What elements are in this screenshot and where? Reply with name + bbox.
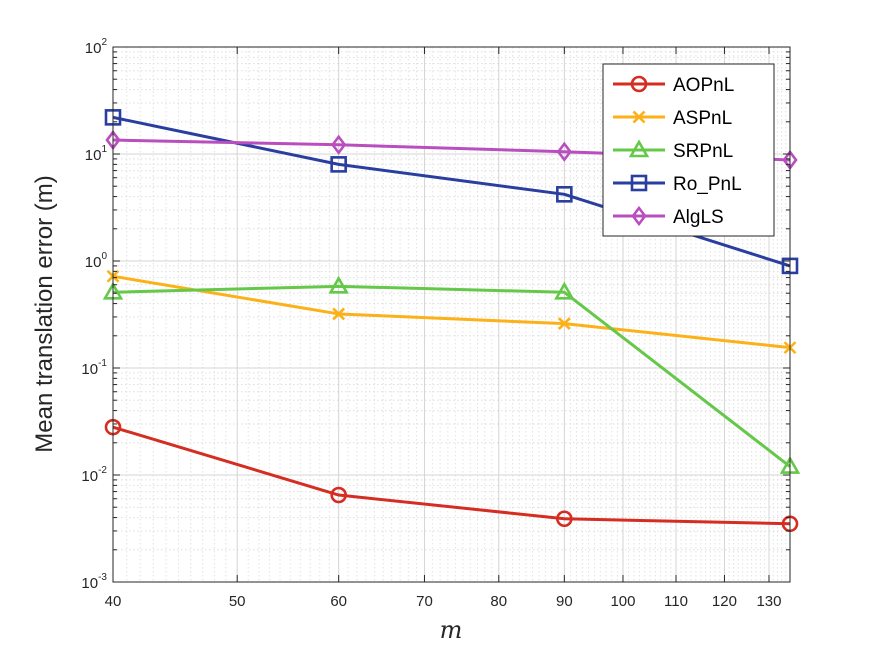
x-tick-label: 120: [712, 593, 737, 610]
marker-circle: [630, 75, 648, 93]
x-tick-label: 90: [556, 593, 573, 610]
x-tick-label: 80: [490, 593, 507, 610]
y-tick-label: 102: [85, 37, 108, 57]
marker-square: [556, 186, 573, 203]
legend-label: AOPnL: [673, 75, 734, 96]
marker-diamond: [331, 134, 347, 155]
y-tick-exponent: 2: [101, 37, 107, 48]
legend-item-srpnl: SRPnL: [613, 139, 733, 162]
marker-diamond: [631, 205, 647, 227]
y-tick-exponent: -2: [98, 465, 107, 476]
x-tick-label: 130: [756, 593, 781, 610]
marker-circle: [556, 510, 573, 528]
y-tick-label: 101: [85, 144, 108, 164]
legend-item-algls: AlgLS: [613, 205, 724, 228]
legend-item-ro-pnl: Ro_PnL: [613, 174, 742, 195]
series-line-aspnl: [112, 274, 791, 350]
marker-triangle: [328, 275, 349, 294]
y-axis-label: Mean translation error (m): [31, 175, 58, 452]
marker-x: [557, 317, 571, 331]
series-line-aopnl: [112, 425, 791, 526]
y-tick-base: 10: [85, 40, 102, 57]
y-tick-label: 10-3: [81, 572, 107, 592]
y-tick-base: 10: [81, 575, 98, 592]
legend-label: AlgLS: [673, 207, 724, 228]
x-tick-label: 100: [610, 593, 635, 610]
legend: AOPnL ASPnL SRPnL Ro_PnL AlgLS: [602, 63, 775, 237]
plot-frame: [112, 46, 791, 583]
x-tick-label: 110: [664, 593, 688, 610]
y-tick-exponent: 0: [101, 251, 107, 262]
marker-triangle: [554, 281, 575, 300]
y-tick-label: 100: [85, 251, 108, 271]
x-tick-label: 40: [105, 593, 122, 610]
marker-square: [630, 174, 648, 192]
series-line-srpnl: [112, 284, 791, 468]
legend-item-aopnl: AOPnL: [613, 75, 734, 96]
x-tick-labels: 40 50 60 70 80 90 100 110 120 130: [105, 593, 782, 610]
marker-x: [332, 307, 346, 321]
marker-circle: [330, 486, 347, 504]
y-tick-label: 10-1: [81, 358, 107, 378]
series-srpnl: [102, 275, 801, 474]
legend-label: SRPnL: [673, 141, 733, 162]
x-tick-label: 60: [330, 593, 347, 610]
marker-square: [330, 156, 347, 173]
y-tick-exponent: 1: [101, 144, 107, 155]
x-axis-label: m: [440, 616, 463, 644]
marker-x: [632, 110, 646, 124]
axis-ticks: [112, 46, 790, 583]
marker-triangle: [628, 139, 650, 158]
y-tick-base: 10: [85, 147, 102, 164]
y-tick-base: 10: [85, 254, 102, 271]
marker-diamond: [556, 141, 572, 162]
y-tick-exponent: -3: [98, 572, 107, 583]
x-tick-label: 50: [229, 593, 246, 610]
legend-label: Ro_PnL: [673, 174, 742, 195]
y-tick-base: 10: [81, 361, 98, 378]
legend-item-aspnl: ASPnL: [613, 108, 732, 129]
y-tick-label: 10-2: [81, 465, 107, 485]
y-tick-exponent: -1: [98, 358, 107, 369]
x-tick-label: 70: [416, 593, 433, 610]
legend-label: ASPnL: [673, 108, 732, 129]
y-tick-base: 10: [81, 468, 98, 485]
